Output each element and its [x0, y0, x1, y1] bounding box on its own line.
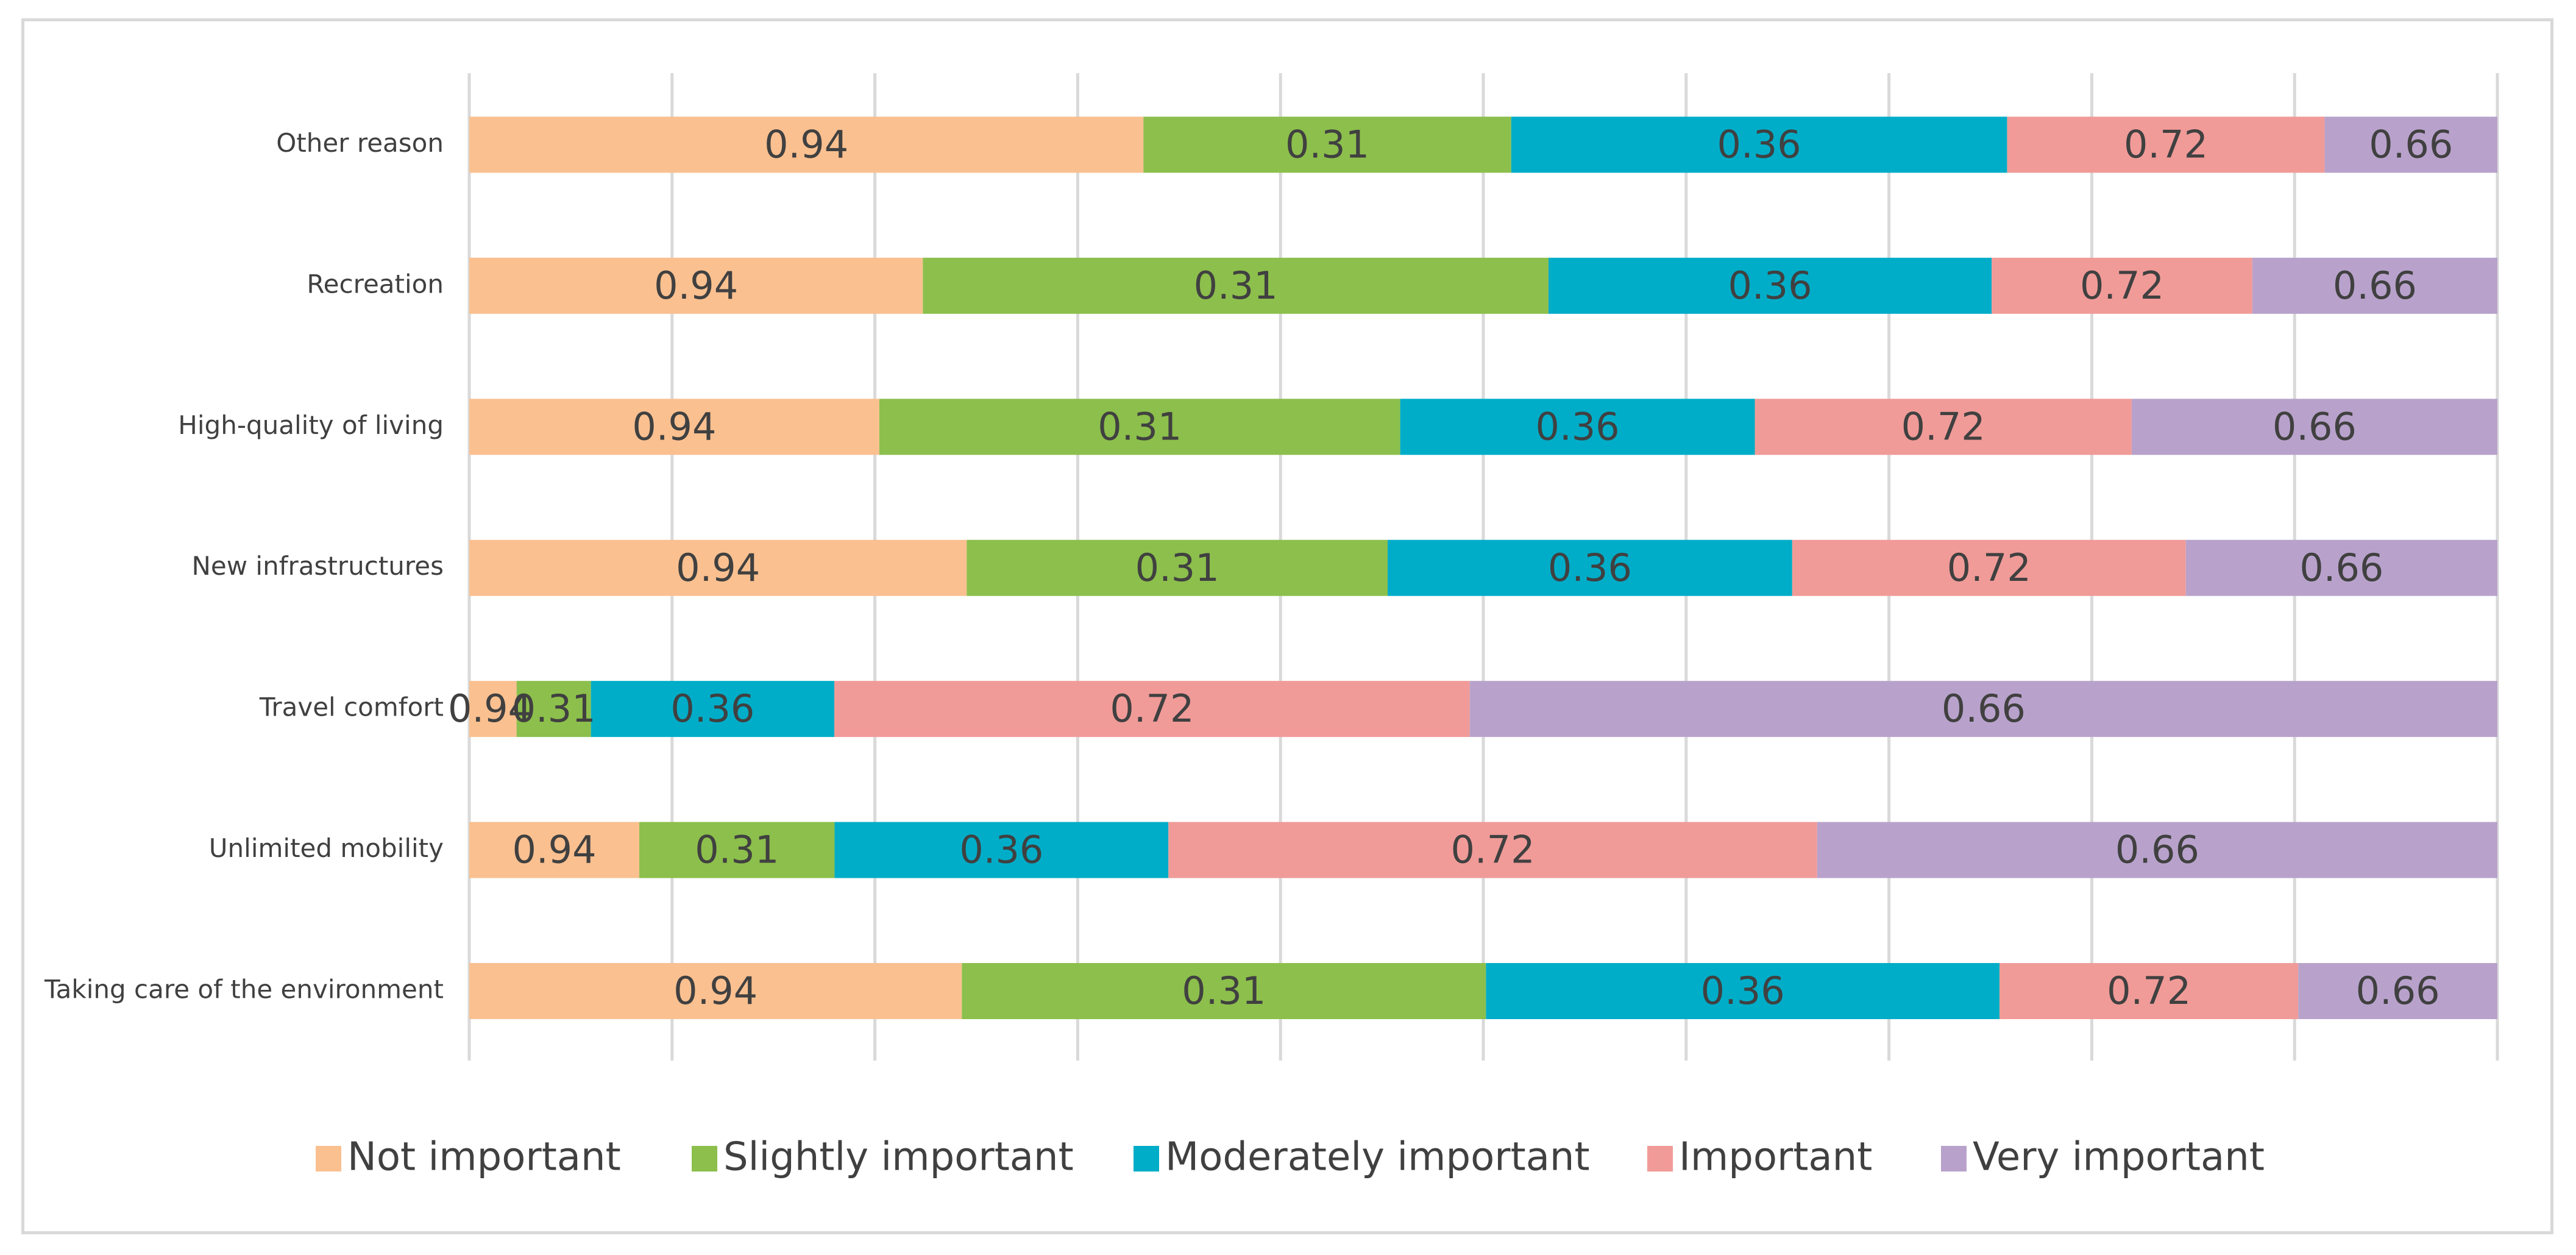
bar-moderately-important-travel-comfort	[591, 681, 835, 738]
data-label-slightly-important-unlimited-mobility: 0.31	[695, 828, 779, 872]
data-label-slightly-important-travel-comfort: 0.31	[512, 686, 596, 731]
category-label-recreation: Recreation	[307, 269, 444, 299]
legend-label-moderately-important: Moderately important	[1165, 1135, 1590, 1180]
legend-label-not-important: Not important	[347, 1135, 621, 1180]
legend-swatch-important	[1647, 1146, 1673, 1171]
bar-moderately-important-taking-care-of-the-environment	[1486, 963, 2000, 1019]
bar-not-important-travel-comfort	[469, 681, 517, 738]
category-label-high-quality-of-living: High-quality of living	[178, 410, 444, 440]
bar-not-important-new-infrastructures	[469, 539, 967, 596]
data-label-important-new-infrastructures: 0.72	[1947, 546, 2031, 590]
bar-important-new-infrastructures	[1792, 539, 2186, 596]
chart-frame	[21, 18, 2553, 1234]
category-label-new-infrastructures: New infrastructures	[191, 551, 444, 581]
bar-not-important-unlimited-mobility	[469, 822, 640, 878]
bar-not-important-other-reason	[469, 116, 1144, 173]
data-label-slightly-important-new-infrastructures: 0.31	[1135, 546, 1219, 590]
bar-important-high-quality-of-living	[1755, 399, 2132, 455]
legend-swatch-very-important	[1941, 1146, 1967, 1171]
data-label-not-important-travel-comfort: 0.94	[448, 686, 532, 731]
data-label-moderately-important-recreation: 0.36	[1728, 263, 1812, 308]
bar-slightly-important-other-reason	[1143, 116, 1511, 173]
bar-moderately-important-unlimited-mobility	[834, 822, 1169, 878]
category-label-other-reason: Other reason	[276, 128, 444, 158]
category-label-unlimited-mobility: Unlimited mobility	[209, 833, 444, 863]
legend: Not important Slightly important Moderatel…	[316, 1135, 2265, 1180]
bar-slightly-important-unlimited-mobility	[639, 822, 835, 878]
bar-moderately-important-recreation	[1548, 257, 1992, 314]
data-label-important-other-reason: 0.72	[2124, 123, 2208, 167]
data-label-moderately-important-travel-comfort: 0.36	[670, 686, 754, 731]
bar-not-important-high-quality-of-living	[469, 399, 879, 455]
bar-very-important-recreation	[2252, 257, 2497, 314]
data-label-moderately-important-taking-care-of-the-environment: 0.36	[1701, 969, 1785, 1013]
bar-important-other-reason	[2007, 116, 2325, 173]
data-label-important-taking-care-of-the-environment: 0.72	[2107, 969, 2191, 1013]
data-label-very-important-unlimited-mobility: 0.66	[2115, 828, 2199, 872]
data-labels: 0.94 0.31 0.36 0.72 0.660.94 0.31 0.36 0.72 0.66…	[448, 123, 2453, 1014]
category-label-travel-comfort: Travel comfort	[259, 692, 444, 722]
data-label-not-important-taking-care-of-the-environment: 0.94	[673, 969, 758, 1013]
bar-not-important-recreation	[469, 257, 923, 314]
bar-very-important-new-infrastructures	[2185, 539, 2497, 596]
data-label-very-important-new-infrastructures: 0.66	[2299, 546, 2383, 590]
data-label-very-important-travel-comfort: 0.66	[1942, 686, 2026, 731]
data-label-not-important-recreation: 0.94	[654, 263, 738, 308]
data-label-not-important-high-quality-of-living: 0.94	[632, 404, 716, 449]
category-labels: Taking care of the environment Unlimited …	[44, 128, 444, 1004]
data-label-very-important-high-quality-of-living: 0.66	[2273, 404, 2357, 449]
bar-moderately-important-high-quality-of-living	[1400, 399, 1755, 455]
bar-important-taking-care-of-the-environment	[1999, 963, 2299, 1019]
legend-swatch-slightly-important	[692, 1146, 717, 1171]
data-label-slightly-important-taking-care-of-the-environment: 0.31	[1182, 969, 1266, 1013]
data-label-slightly-important-high-quality-of-living: 0.31	[1098, 404, 1182, 449]
data-label-slightly-important-recreation: 0.31	[1194, 263, 1278, 308]
data-label-slightly-important-other-reason: 0.31	[1285, 123, 1369, 167]
bar-slightly-important-new-infrastructures	[967, 539, 1388, 596]
bar-important-recreation	[1992, 257, 2252, 314]
data-label-important-unlimited-mobility: 0.72	[1450, 828, 1535, 872]
data-label-not-important-other-reason: 0.94	[764, 123, 848, 167]
bar-very-important-travel-comfort	[1469, 681, 2497, 738]
bar-very-important-unlimited-mobility	[1817, 822, 2497, 878]
data-label-moderately-important-unlimited-mobility: 0.36	[959, 828, 1043, 872]
bar-very-important-other-reason	[2324, 116, 2497, 173]
data-label-important-travel-comfort: 0.72	[1110, 686, 1194, 731]
bar-slightly-important-travel-comfort	[516, 681, 591, 738]
legend-swatch-moderately-important	[1134, 1146, 1159, 1171]
category-label-taking-care-of-the-environment: Taking care of the environment	[44, 975, 444, 1004]
legend-swatch-not-important	[316, 1146, 341, 1171]
data-label-very-important-other-reason: 0.66	[2369, 123, 2453, 167]
bar-not-important-taking-care-of-the-environment	[469, 963, 962, 1019]
data-label-moderately-important-new-infrastructures: 0.36	[1548, 546, 1632, 590]
bar-slightly-important-taking-care-of-the-environment	[962, 963, 1486, 1019]
legend-label-very-important: Very important	[1973, 1135, 2265, 1180]
data-label-important-high-quality-of-living: 0.72	[1901, 404, 1985, 449]
legend-label-important: Important	[1679, 1135, 1872, 1180]
data-label-very-important-taking-care-of-the-environment: 0.66	[2356, 969, 2440, 1013]
bar-moderately-important-new-infrastructures	[1388, 539, 1792, 596]
legend-label-slightly-important: Slightly important	[723, 1135, 1074, 1180]
bar-slightly-important-recreation	[923, 257, 1549, 314]
bar-moderately-important-other-reason	[1511, 116, 2007, 173]
data-label-very-important-recreation: 0.66	[2333, 263, 2417, 308]
data-label-not-important-unlimited-mobility: 0.94	[513, 828, 597, 872]
data-label-not-important-new-infrastructures: 0.94	[676, 546, 760, 590]
data-label-moderately-important-high-quality-of-living: 0.36	[1536, 404, 1620, 449]
bar-slightly-important-high-quality-of-living	[879, 399, 1400, 455]
bar-very-important-taking-care-of-the-environment	[2298, 963, 2497, 1019]
data-label-important-recreation: 0.72	[2080, 263, 2164, 308]
bars	[469, 116, 2497, 1019]
bar-important-travel-comfort	[834, 681, 1470, 738]
data-label-moderately-important-other-reason: 0.36	[1717, 123, 1801, 167]
bar-important-unlimited-mobility	[1168, 822, 1817, 878]
bar-very-important-high-quality-of-living	[2131, 399, 2497, 455]
